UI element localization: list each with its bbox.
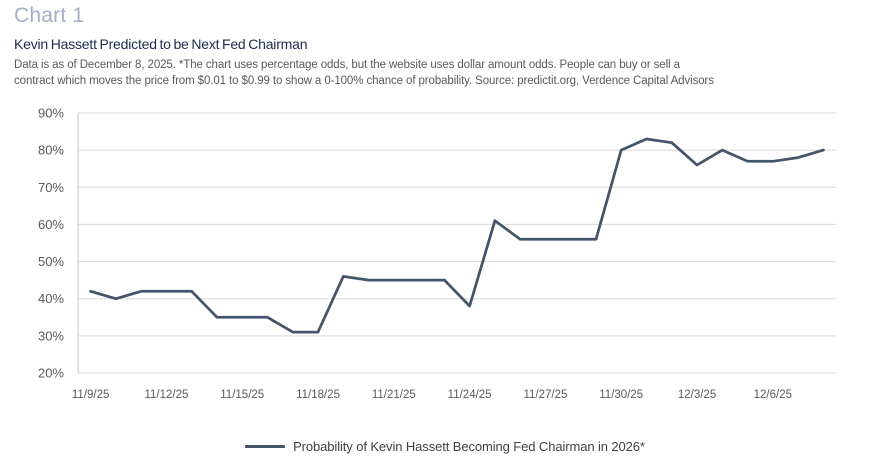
chart-title: Kevin Hassett Predicted to be Next Fed C…	[14, 36, 308, 52]
y-axis-tick-label: 20%	[38, 366, 64, 381]
y-axis-tick-label: 60%	[38, 217, 64, 232]
y-axis-tick-label: 50%	[38, 254, 64, 269]
legend-line-sample	[245, 444, 286, 448]
chart-footnote: Data is as of December 8, 2025. *The cha…	[14, 57, 876, 89]
x-axis-tick-label: 11/9/25	[72, 389, 110, 401]
x-axis-tick-label: 11/24/25	[448, 389, 492, 401]
legend: Probability of Kevin Hassett Becoming Fe…	[0, 436, 890, 456]
probability-line-chart: 20% 30% 40% 50% 60% 70% 80% 90% 11/9/25 11/12/25 1…	[38, 106, 836, 401]
x-axis-tick-label: 11/12/25	[144, 389, 188, 401]
x-axis-tick-label: 12/3/25	[678, 389, 716, 401]
x-axis-tick-label: 11/30/25	[599, 389, 643, 401]
y-axis-tick-label: 80%	[38, 143, 64, 158]
y-axis-tick-label: 90%	[38, 106, 64, 121]
legend-label: Probability of Kevin Hassett Becoming Fe…	[293, 438, 645, 454]
probability-line-series	[89, 137, 825, 334]
chart-number-label: Chart 1	[14, 4, 85, 27]
footnote-line-2: contract which moves the price from $0.0…	[14, 75, 714, 87]
y-axis-tick-label: 70%	[38, 180, 64, 195]
x-axis-tick-label: 11/18/25	[296, 389, 340, 401]
y-axis-tick-label: 40%	[38, 291, 64, 306]
x-axis-tick-label: 12/6/25	[754, 389, 792, 401]
footnote-line-1: Data is as of December 8, 2025. *The cha…	[14, 59, 680, 71]
chart-header: Chart 1 Kevin Hassett Predicted to be Ne…	[14, 4, 876, 89]
x-axis-tick-label: 11/21/25	[372, 389, 416, 401]
x-axis-tick-label: 11/27/25	[523, 389, 567, 401]
x-axis-tick-label: 11/15/25	[220, 389, 264, 401]
y-axis-tick-label: 30%	[38, 328, 64, 343]
